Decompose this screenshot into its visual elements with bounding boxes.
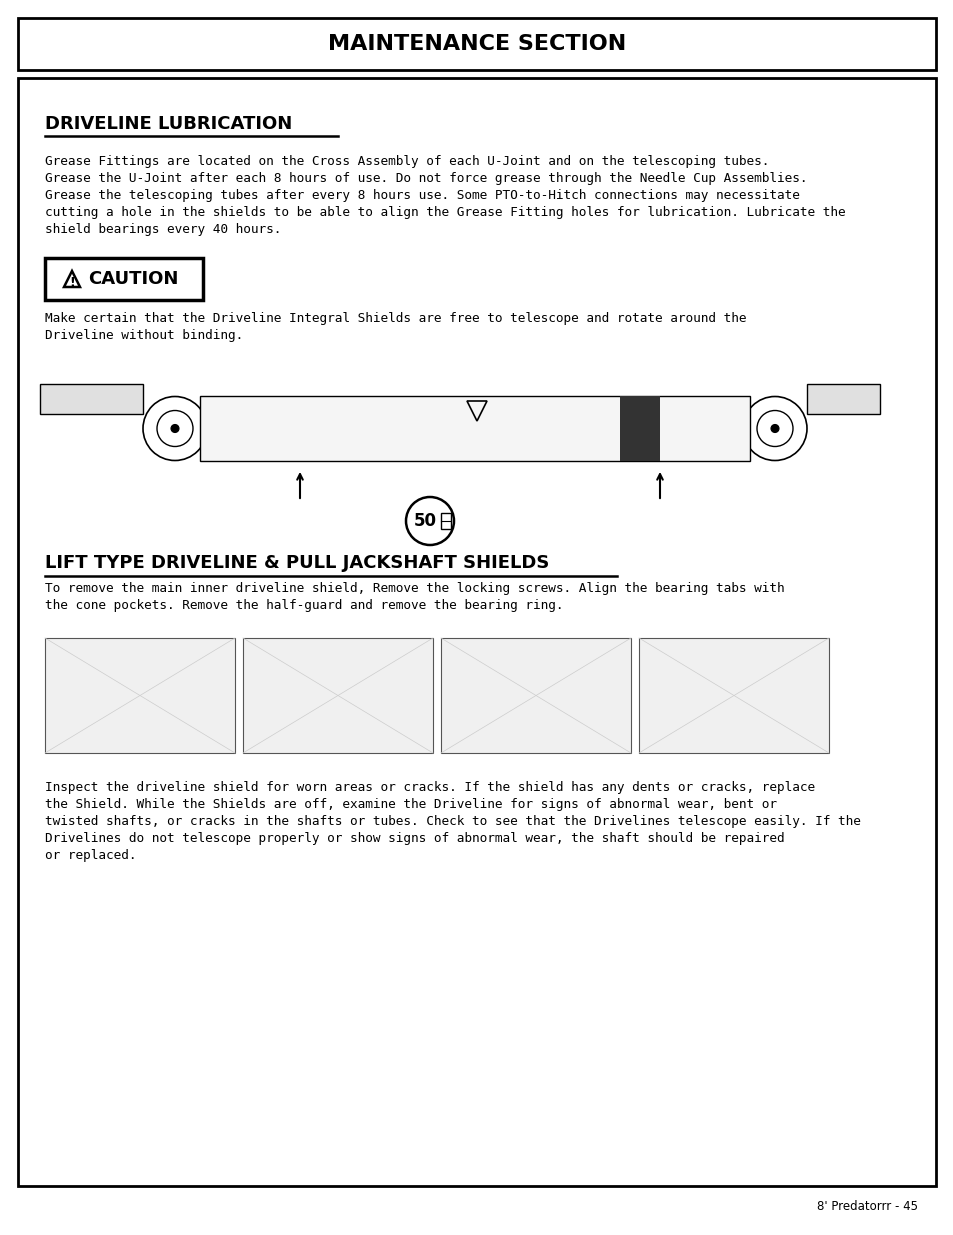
Bar bbox=[40, 384, 143, 414]
Polygon shape bbox=[64, 270, 80, 287]
Bar bbox=[639, 638, 828, 753]
Text: LIFT TYPE DRIVELINE & PULL JACKSHAFT SHIELDS: LIFT TYPE DRIVELINE & PULL JACKSHAFT SHI… bbox=[45, 555, 549, 572]
Text: CAUTION: CAUTION bbox=[88, 270, 178, 288]
Text: DRIVELINE LUBRICATION: DRIVELINE LUBRICATION bbox=[45, 115, 292, 133]
Text: Make certain that the Driveline Integral Shields are free to telescope and rotat: Make certain that the Driveline Integral… bbox=[45, 312, 745, 325]
Text: MAINTENANCE SECTION: MAINTENANCE SECTION bbox=[328, 35, 625, 54]
Text: Grease Fittings are located on the Cross Assembly of each U-Joint and on the tel: Grease Fittings are located on the Cross… bbox=[45, 156, 768, 168]
Bar bbox=[440, 513, 451, 529]
Bar bbox=[45, 258, 203, 300]
Text: Grease the telescoping tubes after every 8 hours use. Some PTO-to-Hitch connecti: Grease the telescoping tubes after every… bbox=[45, 189, 799, 203]
Circle shape bbox=[770, 425, 779, 432]
Bar bbox=[18, 78, 935, 1186]
Text: the cone pockets. Remove the half-guard and remove the bearing ring.: the cone pockets. Remove the half-guard … bbox=[45, 599, 563, 613]
Text: twisted shafts, or cracks in the shafts or tubes. Check to see that the Drivelin: twisted shafts, or cracks in the shafts … bbox=[45, 815, 860, 827]
Circle shape bbox=[171, 425, 179, 432]
Text: cutting a hole in the shields to be able to align the Grease Fitting holes for l: cutting a hole in the shields to be able… bbox=[45, 206, 844, 219]
Text: Inspect the driveline shield for worn areas or cracks. If the shield has any den: Inspect the driveline shield for worn ar… bbox=[45, 781, 814, 794]
Bar bbox=[243, 638, 433, 753]
Bar bbox=[806, 384, 879, 414]
Text: 8' Predatorrr - 45: 8' Predatorrr - 45 bbox=[816, 1200, 917, 1213]
Text: !: ! bbox=[69, 275, 74, 289]
Bar bbox=[440, 638, 630, 753]
Text: Grease the U-Joint after each 8 hours of use. Do not force grease through the Ne: Grease the U-Joint after each 8 hours of… bbox=[45, 172, 806, 185]
Text: or replaced.: or replaced. bbox=[45, 848, 136, 862]
Text: Drivelines do not telescope properly or show signs of abnormal wear, the shaft s: Drivelines do not telescope properly or … bbox=[45, 832, 783, 845]
Bar bbox=[619, 396, 659, 461]
Bar bbox=[200, 396, 749, 461]
Bar bbox=[18, 19, 935, 70]
Text: shield bearings every 40 hours.: shield bearings every 40 hours. bbox=[45, 224, 281, 236]
Bar bbox=[45, 638, 234, 753]
Text: 50: 50 bbox=[413, 513, 436, 530]
Text: Driveline without binding.: Driveline without binding. bbox=[45, 329, 243, 342]
Text: the Shield. While the Shields are off, examine the Driveline for signs of abnorm: the Shield. While the Shields are off, e… bbox=[45, 798, 776, 811]
Text: To remove the main inner driveline shield, Remove the locking screws. Align the : To remove the main inner driveline shiel… bbox=[45, 582, 783, 595]
